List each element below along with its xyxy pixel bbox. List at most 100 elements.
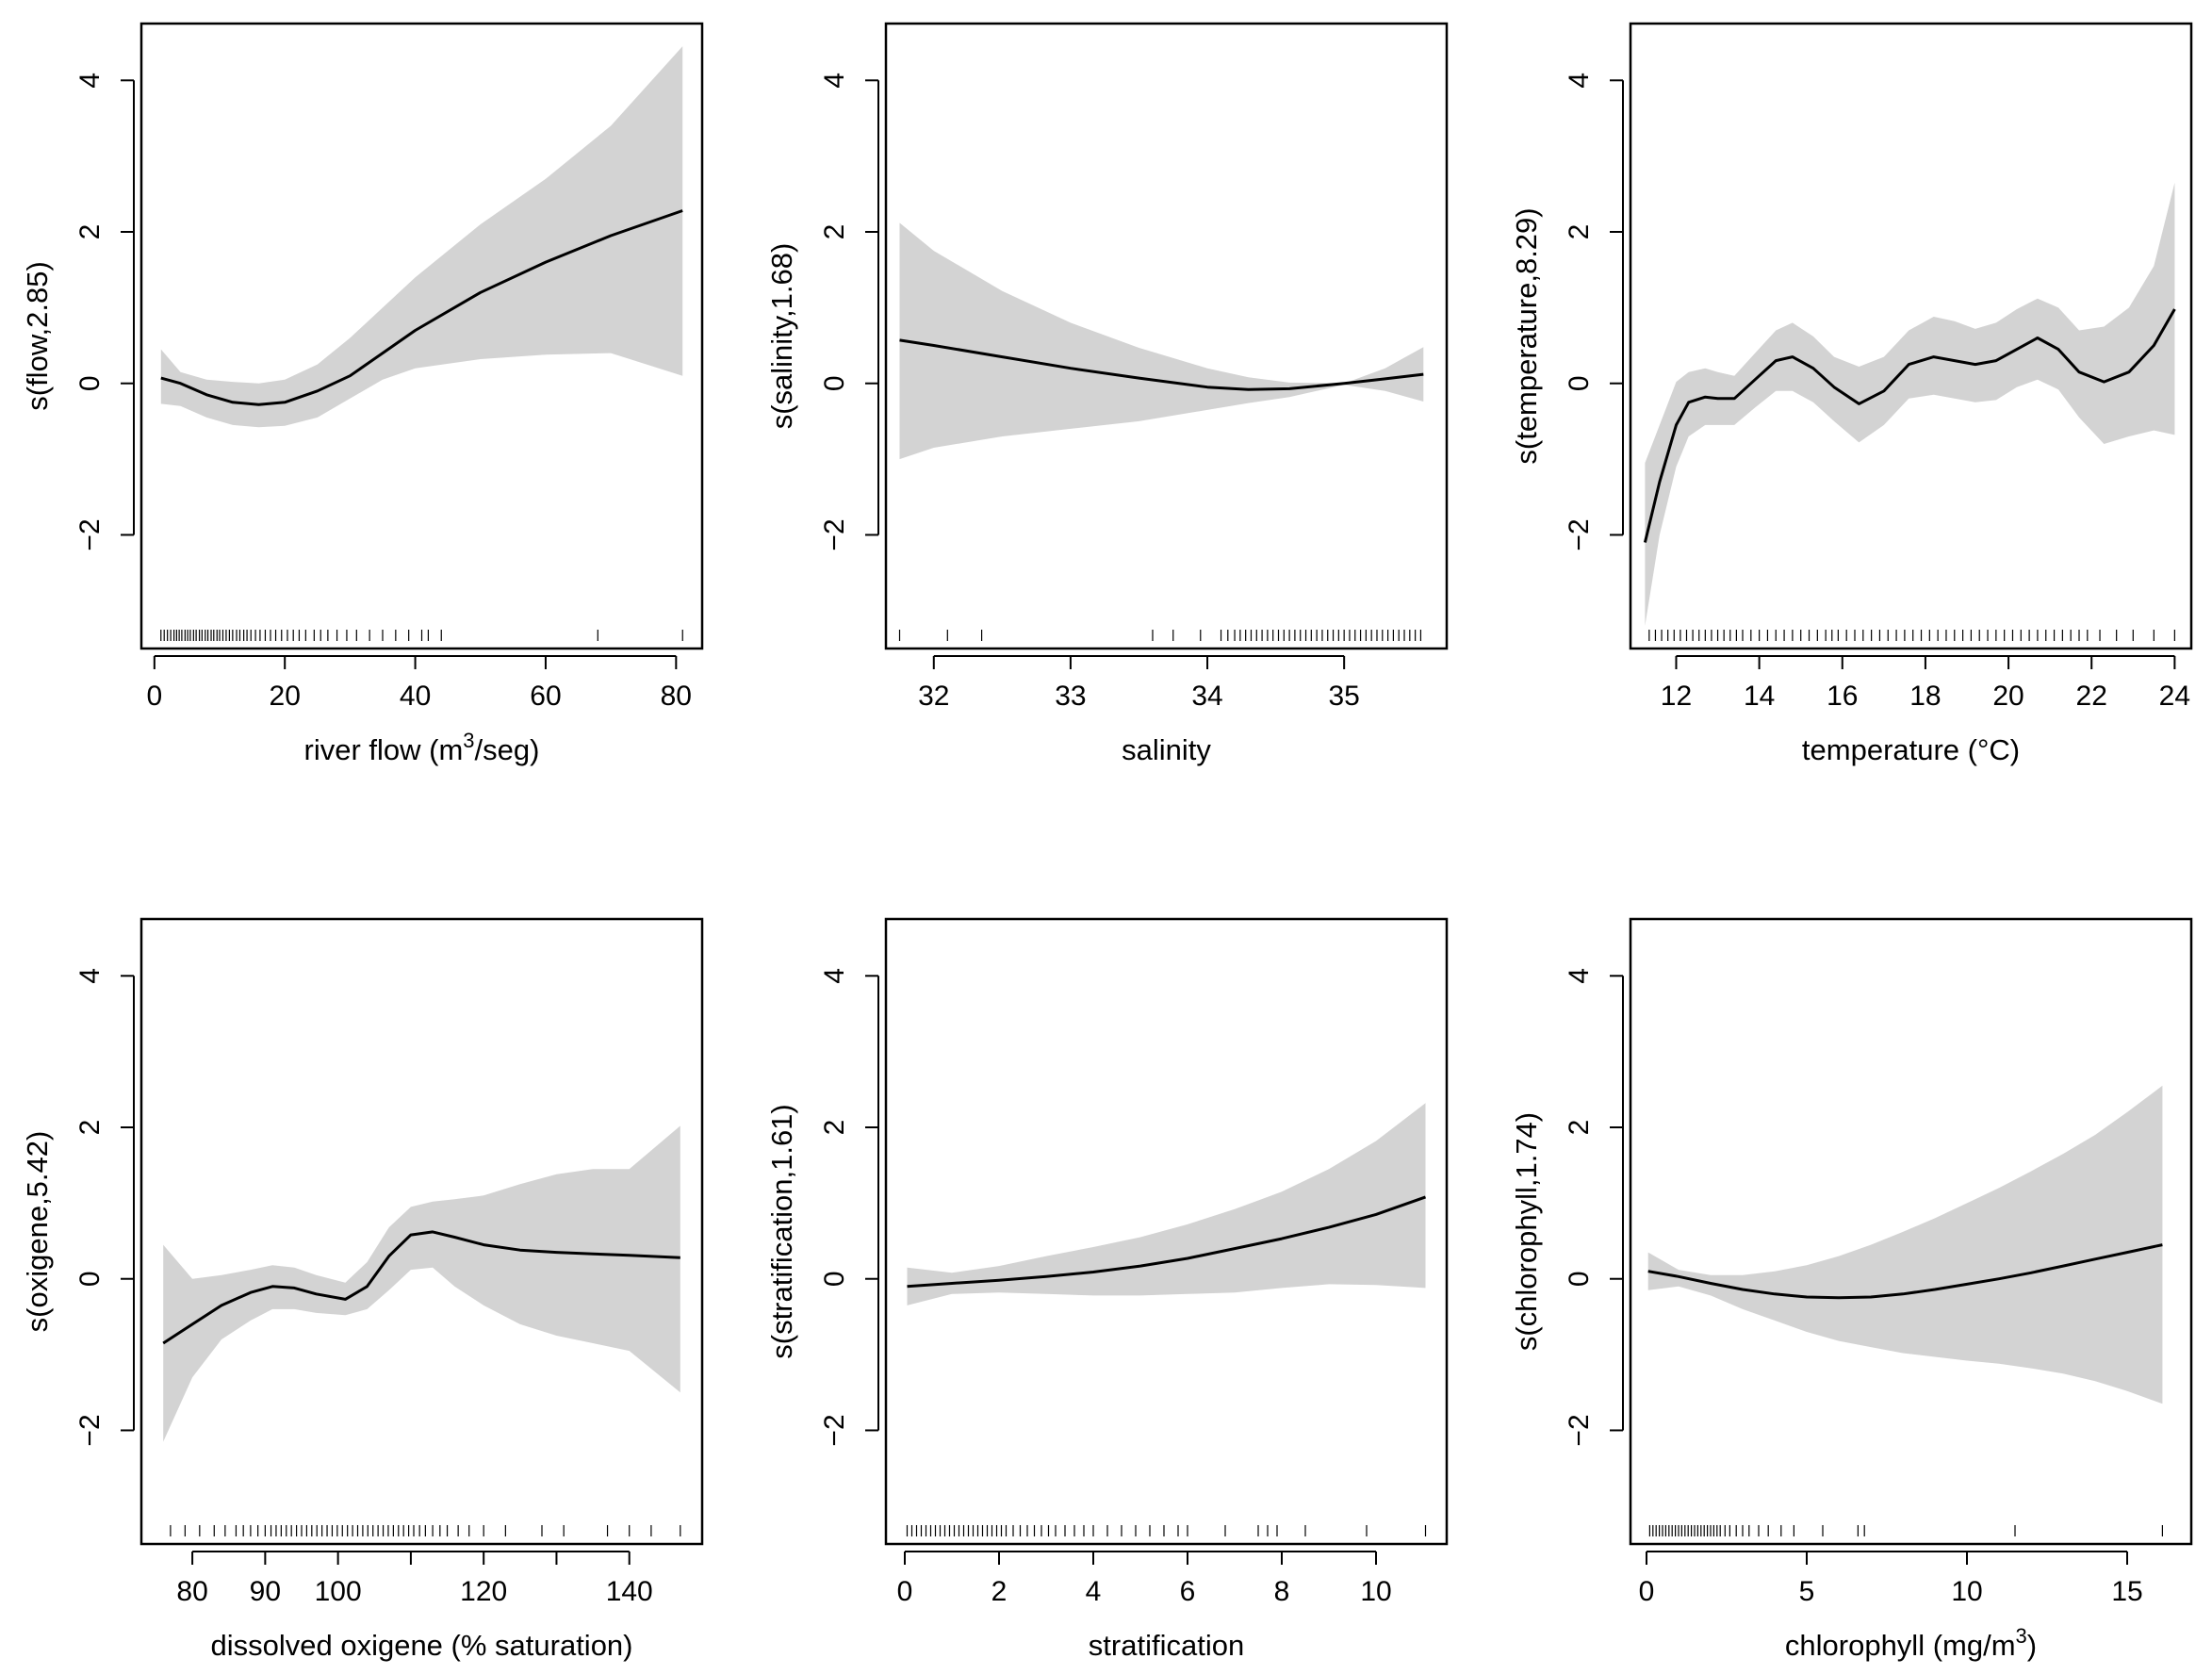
x-axis-label: river flow (m3/seg) (304, 729, 540, 766)
y-axis: −2 0 2 4 (1564, 73, 1624, 551)
x-tick-label: 60 (530, 681, 561, 712)
y-tick-label: 2 (74, 224, 106, 240)
x-axis: 0 5 10 15 (1639, 1551, 2143, 1607)
y-axis-label: s(oxigene,5.42) (21, 1131, 54, 1333)
x-axis: 32 33 34 35 (918, 655, 1360, 712)
confidence-band (160, 46, 683, 428)
y-tick-label: −2 (819, 518, 850, 550)
x-tick-label: 12 (1661, 681, 1692, 712)
y-axis-label: s(chlorophyll,1.74) (1510, 1112, 1543, 1351)
x-tick-label: 33 (1055, 681, 1086, 712)
x-tick-label: 35 (1328, 681, 1359, 712)
x-tick-label: 40 (400, 681, 431, 712)
y-tick-label: 0 (819, 1271, 850, 1287)
y-tick-label: 4 (1564, 73, 1595, 89)
y-axis-label: s(salinity,1.68) (765, 243, 798, 430)
y-tick-label: 2 (1564, 224, 1595, 240)
plot-frame (139, 22, 704, 650)
x-tick-label: 80 (176, 1576, 207, 1607)
x-tick-label: 20 (270, 681, 301, 712)
x-axis: 80 90 100 120 140 (176, 1551, 653, 1607)
panel-5: 0 2 4 6 8 10 −2 0 2 4 s(stratification,1.61) strati… (765, 917, 1449, 1662)
y-tick-label: 4 (819, 73, 850, 89)
rug (160, 630, 683, 641)
smooth-fit-line (899, 338, 1424, 391)
y-tick-label: −2 (1564, 1414, 1595, 1446)
y-tick-label: 0 (74, 1271, 106, 1287)
smooth-fit-line (162, 1230, 680, 1345)
y-tick-label: 2 (819, 224, 850, 240)
panel-2: 32 33 34 35 −2 0 2 4 s(salinity,1.68) salinity (765, 22, 1449, 766)
y-axis: −2 0 2 4 (819, 968, 879, 1447)
y-tick-label: 2 (1564, 1120, 1595, 1136)
x-tick-label: 0 (1639, 1576, 1655, 1607)
x-axis: 12 14 16 18 20 22 24 (1661, 655, 2190, 712)
plot-frame (1629, 22, 2193, 650)
x-tick-label: 15 (2111, 1576, 2142, 1607)
panel-1: 0 20 40 60 80 −2 0 2 4 s(flow,2.85) river flow (m3… (21, 22, 704, 766)
plot-frame (884, 22, 1449, 650)
y-tick-label: 0 (1564, 1271, 1595, 1287)
x-axis: 0 2 4 6 8 10 (897, 1551, 1392, 1607)
x-tick-label: 100 (315, 1576, 362, 1607)
rug (906, 1525, 1427, 1536)
smooth-fit-line (160, 209, 683, 406)
y-tick-label: 0 (1564, 375, 1595, 391)
x-tick-label: 20 (1992, 681, 2024, 712)
x-tick-label: 22 (2076, 681, 2107, 712)
rug (898, 630, 1422, 641)
y-axis: −2 0 2 4 (74, 968, 135, 1447)
y-tick-label: 2 (74, 1120, 106, 1136)
x-tick-label: 10 (1360, 1576, 1391, 1607)
plot-frame (1629, 917, 2193, 1546)
y-tick-label: 4 (74, 968, 106, 984)
smooth-fit-line (907, 1195, 1426, 1289)
x-tick-label: 34 (1191, 681, 1222, 712)
x-tick-label: 8 (1274, 1576, 1290, 1607)
x-tick-label: 0 (897, 1576, 913, 1607)
plot-frame (139, 917, 704, 1546)
y-tick-label: 4 (1564, 968, 1595, 984)
y-tick-label: −2 (74, 518, 106, 550)
x-tick-label: 16 (1827, 681, 1858, 712)
x-tick-label: 2 (991, 1576, 1008, 1607)
plot-frame (884, 917, 1449, 1546)
y-tick-label: −2 (1564, 518, 1595, 550)
smooth-fit-line (1647, 1243, 2163, 1300)
panel-4: 80 90 100 120 140 −2 0 2 4 s(oxigene,5.42) dissolv… (21, 917, 704, 1662)
y-tick-label: −2 (74, 1414, 106, 1446)
y-axis: −2 0 2 4 (74, 73, 135, 551)
y-tick-label: −2 (819, 1414, 850, 1446)
x-tick-label: 18 (1909, 681, 1941, 712)
x-tick-label: 90 (250, 1576, 281, 1607)
x-tick-label: 80 (661, 681, 692, 712)
panel-6: 0 5 10 15 −2 0 2 4 s(chlorophyll,1.74) chlorophyl… (1510, 917, 2193, 1662)
x-tick-label: 4 (1086, 1576, 1102, 1607)
x-axis: 0 20 40 60 80 (146, 655, 692, 712)
y-tick-label: 2 (819, 1120, 850, 1136)
x-axis-label: stratification (1089, 1629, 1244, 1662)
y-tick-label: 0 (74, 375, 106, 391)
y-axis-label: s(temperature,8.29) (1510, 207, 1543, 464)
x-tick-label: 14 (1744, 681, 1775, 712)
x-tick-label: 6 (1180, 1576, 1196, 1607)
confidence-band (163, 1125, 680, 1442)
confidence-band (1647, 1085, 2163, 1404)
x-tick-label: 120 (460, 1576, 507, 1607)
x-axis-label: salinity (1122, 733, 1211, 766)
y-axis: −2 0 2 4 (1564, 968, 1624, 1447)
x-tick-label: 10 (1951, 1576, 1982, 1607)
x-axis-label: dissolved oxigene (% saturation) (210, 1629, 632, 1662)
panel-3: 12 14 16 18 20 22 24−2024s(temperature,8.29)te… (1510, 22, 2193, 766)
confidence-band (899, 222, 1424, 460)
x-tick-label: 140 (606, 1576, 653, 1607)
x-axis-label: chlorophyll (mg/m3) (1785, 1624, 2037, 1662)
y-tick-label: 0 (819, 375, 850, 391)
y-axis: −2 0 2 4 (819, 73, 879, 551)
y-tick-label: 4 (819, 968, 850, 984)
rug (1648, 630, 2175, 641)
y-axis-label: s(flow,2.85) (21, 261, 54, 411)
x-axis-label: temperature (°C) (1802, 733, 2020, 766)
confidence-band (1645, 182, 2175, 626)
x-tick-label: 24 (2159, 681, 2190, 712)
